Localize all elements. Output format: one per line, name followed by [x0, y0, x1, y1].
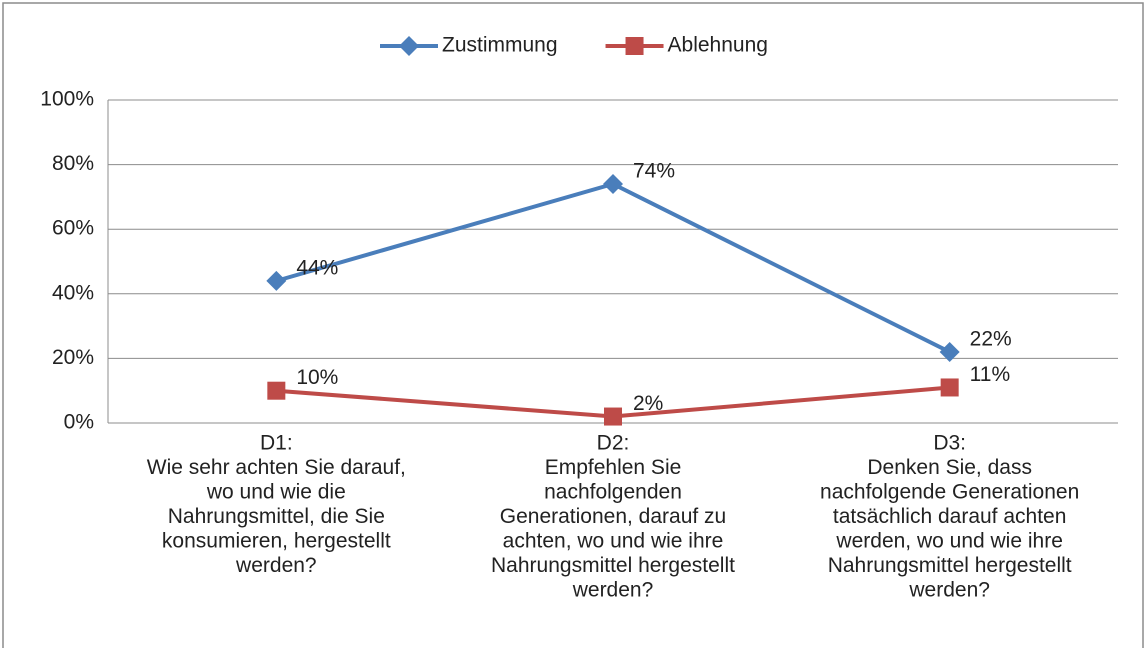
y-tick-label: 100% [40, 88, 94, 111]
marker [603, 173, 623, 194]
legend-label: Zustimmung [442, 34, 558, 57]
data-label: 74% [633, 160, 675, 183]
x-tick-label: D3: [933, 432, 966, 455]
marker [940, 378, 959, 397]
marker [939, 341, 960, 362]
x-tick-label: konsumieren, hergestellt [162, 530, 391, 553]
x-tick-label: werden? [572, 579, 654, 602]
data-label: 10% [296, 366, 338, 389]
x-tick-label: werden? [235, 554, 317, 577]
x-tick-label: Nahrungsmittel, die Sie [168, 505, 385, 528]
marker [604, 407, 622, 426]
y-tick-label: 20% [52, 346, 94, 369]
x-tick-label: Nahrungsmittel hergestellt [491, 554, 735, 577]
legend-label: Ablehnung [668, 34, 768, 57]
x-tick-label: D1: [260, 432, 293, 455]
x-tick-label: Empfehlen Sie [545, 456, 682, 479]
data-label: 2% [633, 392, 663, 415]
x-tick-label: Generationen, darauf zu [500, 505, 727, 528]
x-tick-label: achten, wo und wie ihre [503, 530, 724, 553]
x-tick-label: tatsächlich darauf achten [833, 505, 1066, 528]
data-label: 22% [970, 327, 1012, 350]
data-label: 44% [296, 256, 338, 279]
marker [266, 270, 287, 291]
x-tick-label: werden? [908, 579, 990, 602]
marker [399, 36, 419, 56]
marker [625, 37, 644, 55]
data-label: 11% [970, 363, 1010, 386]
x-tick-label: werden, wo und wie ihre [835, 530, 1062, 553]
x-tick-label: nachfolgende Generationen [820, 481, 1079, 504]
x-tick-label: Nahrungsmittel hergestellt [828, 554, 1072, 577]
x-tick-label: D2: [597, 432, 630, 455]
y-tick-label: 80% [52, 152, 94, 175]
x-tick-label: Wie sehr achten Sie darauf, [147, 456, 406, 479]
marker [267, 381, 286, 400]
y-tick-label: 40% [52, 281, 94, 304]
x-tick-label: Denken Sie, dass [867, 456, 1032, 479]
y-tick-label: 60% [52, 217, 94, 240]
x-tick-label: nachfolgenden [544, 481, 682, 504]
x-tick-label: wo und wie die [206, 481, 346, 504]
y-tick-label: 0% [64, 411, 94, 434]
